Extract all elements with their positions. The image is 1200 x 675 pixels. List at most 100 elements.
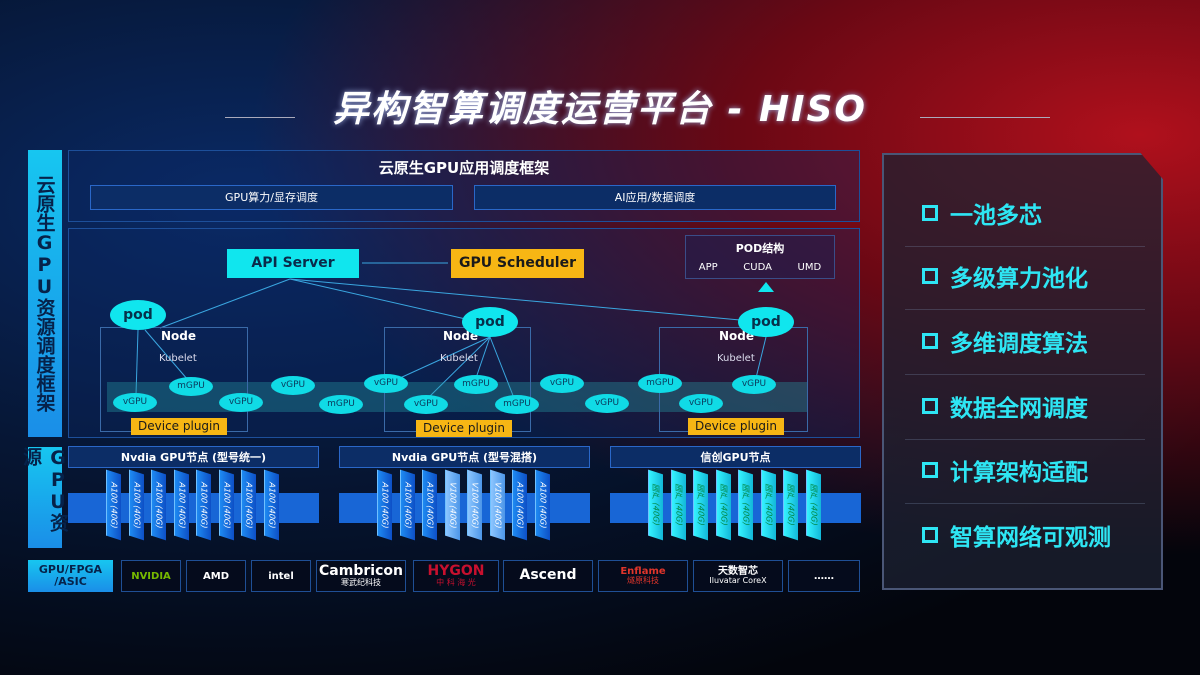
gpu-chip: V100 (40G) [444, 469, 460, 541]
feature-item: 多级算力池化 [922, 259, 1088, 293]
gpu-chip: A100 (40G) [377, 469, 392, 541]
vendor-logo-8: 天数智芯 Iluvatar CoreX [693, 560, 783, 592]
vendor-logo-5: HYGON 中 科 海 光 [413, 560, 499, 592]
kubelet-label: Kubelet [159, 353, 197, 364]
vendor-subtitle: 燧原科技 [627, 576, 659, 586]
feature-divider [905, 374, 1145, 375]
gpu-chip: V100 (40G) [489, 469, 505, 541]
vgpu-ellipse: vGPU [219, 393, 263, 412]
feature-item: 智算网络可观测 [922, 518, 1111, 552]
vendor-name: Ascend [519, 567, 577, 584]
pod-structure-item: APP [698, 262, 718, 273]
vgpu-ellipse: vGPU [364, 374, 408, 393]
features-panel [882, 153, 1163, 590]
gpu-chip: 国产 (40G) [783, 469, 798, 541]
gpu-chip: A100 (40G) [534, 469, 550, 541]
gpu-chip: 国产 (40G) [738, 469, 753, 541]
vgpu-ellipse: vGPU [113, 393, 157, 412]
vendor-logo-6: Ascend [503, 560, 593, 592]
vgpu-ellipse: vGPU [585, 394, 629, 413]
kubelet-label: Kubelet [717, 353, 755, 364]
feature-label: 数据全网调度 [950, 396, 1088, 422]
gpu-chip: 国产 (40G) [648, 469, 663, 541]
checkbox-square-icon [922, 527, 938, 543]
vendor-logo-7: Enflame 燧原科技 [598, 560, 688, 592]
arrow-up-icon [758, 282, 774, 292]
vgpu-ellipse: vGPU [540, 374, 584, 393]
feature-item: 数据全网调度 [922, 389, 1088, 423]
mgpu-ellipse: mGPU [638, 374, 682, 393]
chips-label: GPU/FPGA /ASIC [28, 560, 113, 592]
pod-structure-box: POD结构 APP CUDA UMD [685, 235, 835, 279]
gpu-chip: A100 (40G) [512, 469, 527, 541]
device-plugin-label: Device plugin [688, 418, 784, 435]
gpu-chip: 国产 (40G) [693, 469, 708, 541]
checkbox-square-icon [922, 205, 938, 221]
node-label: Node [161, 329, 197, 343]
gpu-chip: A100 (40G) [196, 469, 211, 541]
line-api-node1 [159, 278, 291, 329]
feature-label: 一池多芯 [950, 203, 1042, 229]
gpu-chip: A100 (40G) [263, 469, 279, 541]
vendor-name: intel [268, 570, 294, 582]
kubelet-label: Kubelet [440, 353, 478, 364]
feature-divider [905, 503, 1145, 504]
vendor-name: …… [814, 570, 834, 582]
feature-item: 多维调度算法 [922, 324, 1088, 358]
pod-structure-item: UMD [797, 262, 822, 273]
vendor-logo-4: Cambricon 寒武纪科技 [316, 560, 406, 592]
gpu-group-title: 信创GPU节点 [610, 446, 861, 468]
vendor-logo-3: intel [251, 560, 311, 592]
pod-structure-title: POD结构 [735, 242, 785, 255]
vendor-name: Cambricon [319, 562, 403, 579]
vgpu-ellipse: vGPU [732, 375, 776, 394]
framework-side-label: 云原生GPU资源调度框架 [28, 150, 62, 437]
device-plugin-label: Device plugin [131, 418, 227, 435]
checkbox-square-icon [922, 268, 938, 284]
line-api-node3 [289, 278, 741, 321]
gpu-chip: A100 (40G) [218, 469, 234, 541]
vendor-name: 天数智芯 [718, 566, 758, 578]
feature-divider [905, 309, 1145, 310]
mgpu-ellipse: mGPU [319, 395, 363, 414]
pod-ellipse: pod [738, 307, 794, 337]
vendor-name: HYGON [427, 562, 485, 579]
gpu-scheduling-box: GPU算力/显存调度 [90, 185, 453, 210]
api-server-box: API Server [227, 249, 359, 278]
gpu-chip: V100 (40G) [467, 469, 482, 541]
feature-label: 智算网络可观测 [950, 525, 1111, 551]
vendor-subtitle: Iluvatar CoreX [709, 576, 767, 586]
page-title: 异构智算调度运营平台 - HISO [332, 89, 868, 130]
feature-divider [905, 246, 1145, 247]
mgpu-ellipse: mGPU [169, 377, 213, 396]
pod-ellipse: pod [110, 300, 166, 330]
gpu-chip: 国产 (40G) [715, 469, 731, 541]
vgpu-ellipse: vGPU [679, 394, 723, 413]
gpu-chip: 国产 (40G) [805, 469, 821, 541]
vendor-name: Enflame [620, 566, 666, 578]
line-api-node2 [289, 278, 471, 321]
gpu-chip: A100 (40G) [106, 469, 121, 541]
vendor-logo-9: …… [788, 560, 860, 592]
vendor-name: NVIDIA [131, 570, 171, 582]
pod-ellipse: pod [462, 307, 518, 337]
app-framework-title: 云原生GPU应用调度框架 [378, 159, 550, 177]
feature-label: 多级算力池化 [950, 266, 1088, 292]
gpu-chip: A100 (40G) [422, 469, 437, 541]
checkbox-square-icon [922, 333, 938, 349]
mgpu-ellipse: mGPU [495, 395, 539, 414]
gpu-scheduler-box: GPU Scheduler [451, 249, 584, 278]
title-decoration-left [225, 117, 295, 118]
gpu-chip: 国产 (40G) [670, 469, 686, 541]
vgpu-ellipse: vGPU [404, 395, 448, 414]
vendor-subtitle: 寒武纪科技 [341, 578, 381, 588]
gpu-chip: A100 (40G) [173, 469, 189, 541]
feature-item: 计算架构适配 [922, 453, 1088, 487]
vendor-logo-1: NVIDIA [121, 560, 181, 592]
title-decoration-right [920, 117, 1050, 118]
feature-label: 多维调度算法 [950, 331, 1088, 357]
gpu-chip: A100 (40G) [151, 469, 166, 541]
vendor-subtitle: 中 科 海 光 [436, 578, 476, 588]
feature-label: 计算架构适配 [950, 460, 1088, 486]
gpu-chip: A100 (40G) [399, 469, 415, 541]
